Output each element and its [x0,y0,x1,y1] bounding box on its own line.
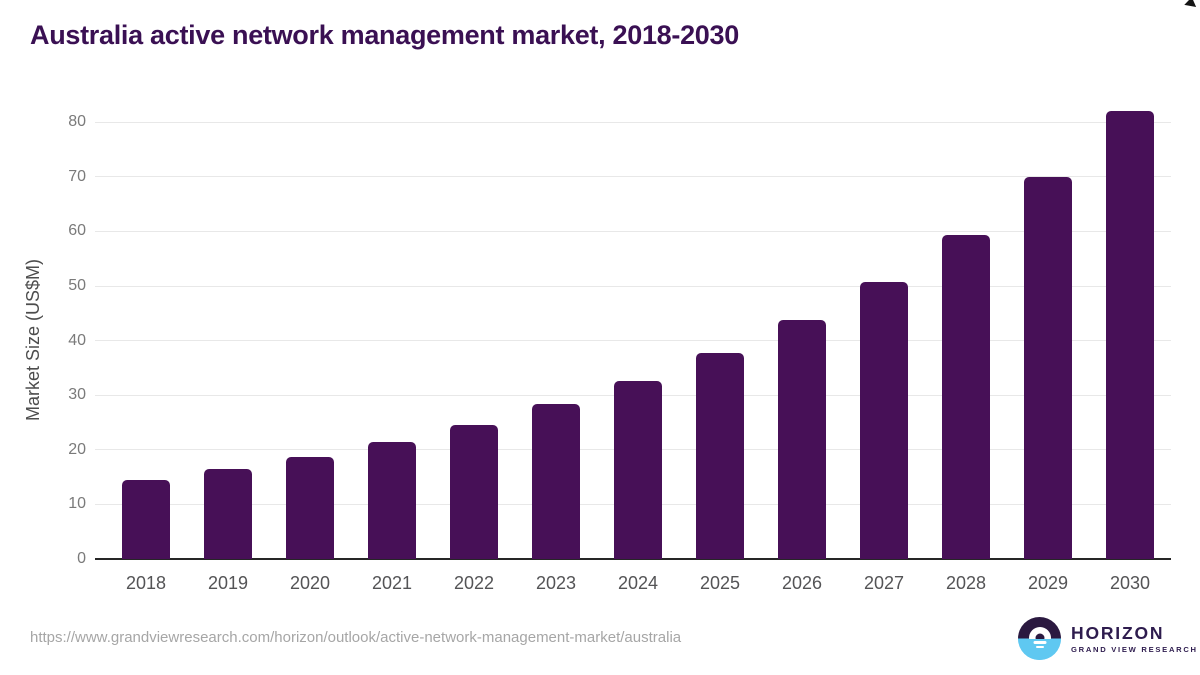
x-axis-line [95,558,1171,560]
plot-area [95,100,1171,560]
bar-2026 [778,320,826,559]
gridline-70 [95,176,1171,178]
y-tick-label-70: 70 [68,167,86,185]
bar-2019 [204,469,252,559]
x-tick-label-2030: 2030 [1109,573,1151,593]
bar-2023 [532,403,580,559]
logo-brand: HORIZON [1071,622,1165,643]
horizon-logo: HORIZON GRAND VIEW RESEARCH [1018,617,1198,660]
y-tick-label-30: 30 [68,386,86,404]
x-tick-label-2027: 2027 [863,573,905,593]
bar-2030 [1106,111,1154,559]
bar-2028 [942,235,990,559]
y-tick-label-10: 10 [68,495,86,513]
x-tick-label-2026: 2026 [781,573,823,593]
cursor-artifact [1184,0,1198,7]
bar-2024 [614,381,662,559]
gridline-50 [95,285,1171,287]
x-tick-label-2024: 2024 [617,573,659,593]
y-tick-label-50: 50 [68,277,86,294]
bar-2021 [368,442,416,559]
sea-reflection [1018,638,1061,660]
y-tick-label-40: 40 [68,331,86,349]
x-tick-label-2022: 2022 [453,573,495,593]
logo-subtitle: GRAND VIEW RESEARCH [1071,644,1198,654]
source-url: https://www.grandviewresearch.com/horizo… [30,629,682,646]
bar-2027 [860,281,908,559]
chart-title: Australia active network management mark… [30,20,739,50]
bar-2029 [1024,177,1072,559]
x-tick-label-2023: 2023 [535,573,577,593]
gridline-80 [95,121,1171,123]
x-tick-label-2019: 2019 [207,573,249,593]
y-tick-label-20: 20 [68,440,86,458]
x-tick-label-2028: 2028 [945,573,987,593]
bar-2020 [286,457,334,559]
bar-2022 [450,425,498,559]
bar-2025 [696,353,744,559]
gridline-40 [95,340,1171,342]
bar-2018 [122,480,170,559]
logo-text: HORIZON GRAND VIEW RESEARCH [1071,622,1198,654]
x-tick-label-2025: 2025 [699,573,741,593]
gridline-60 [95,230,1171,232]
x-tick-label-2021: 2021 [371,573,413,593]
x-tick-label-2018: 2018 [125,573,167,593]
horizon-sun-circle-icon [1018,617,1061,660]
y-tick-label-80: 80 [68,113,86,131]
x-tick-label-2029: 2029 [1027,573,1069,593]
x-tick-label-2020: 2020 [289,573,331,593]
y-tick-label-60: 60 [68,222,86,240]
y-tick-label-0: 0 [77,550,86,567]
